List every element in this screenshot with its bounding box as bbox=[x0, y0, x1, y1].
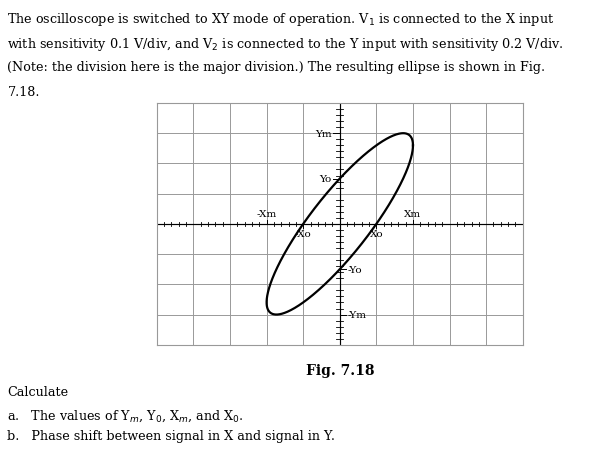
Text: Fig. 7.18: Fig. 7.18 bbox=[306, 363, 375, 377]
Text: 7.18.: 7.18. bbox=[7, 86, 40, 99]
Text: a.   The values of Y$_m$, Y$_0$, X$_m$, and X$_0$.: a. The values of Y$_m$, Y$_0$, X$_m$, an… bbox=[7, 407, 244, 423]
Text: -Xm: -Xm bbox=[256, 210, 277, 219]
Text: The oscilloscope is switched to XY mode of operation. V$_1$ is connected to the : The oscilloscope is switched to XY mode … bbox=[7, 11, 555, 28]
Text: b.   Phase shift between signal in X and signal in Y.: b. Phase shift between signal in X and s… bbox=[7, 429, 335, 442]
Text: Xm: Xm bbox=[405, 210, 421, 219]
Text: (Note: the division here is the major division.) The resulting ellipse is shown : (Note: the division here is the major di… bbox=[7, 61, 546, 74]
Text: Calculate: Calculate bbox=[7, 386, 68, 399]
Text: Ym: Ym bbox=[315, 129, 331, 138]
Text: Yo: Yo bbox=[319, 175, 331, 184]
Text: Xo: Xo bbox=[370, 230, 383, 239]
Text: with sensitivity 0.1 V/div, and V$_2$ is connected to the Y input with sensitivi: with sensitivity 0.1 V/div, and V$_2$ is… bbox=[7, 36, 564, 53]
Text: -Yo: -Yo bbox=[348, 265, 362, 274]
Text: -Ym: -Ym bbox=[348, 310, 367, 319]
Text: -Xo: -Xo bbox=[295, 230, 312, 239]
